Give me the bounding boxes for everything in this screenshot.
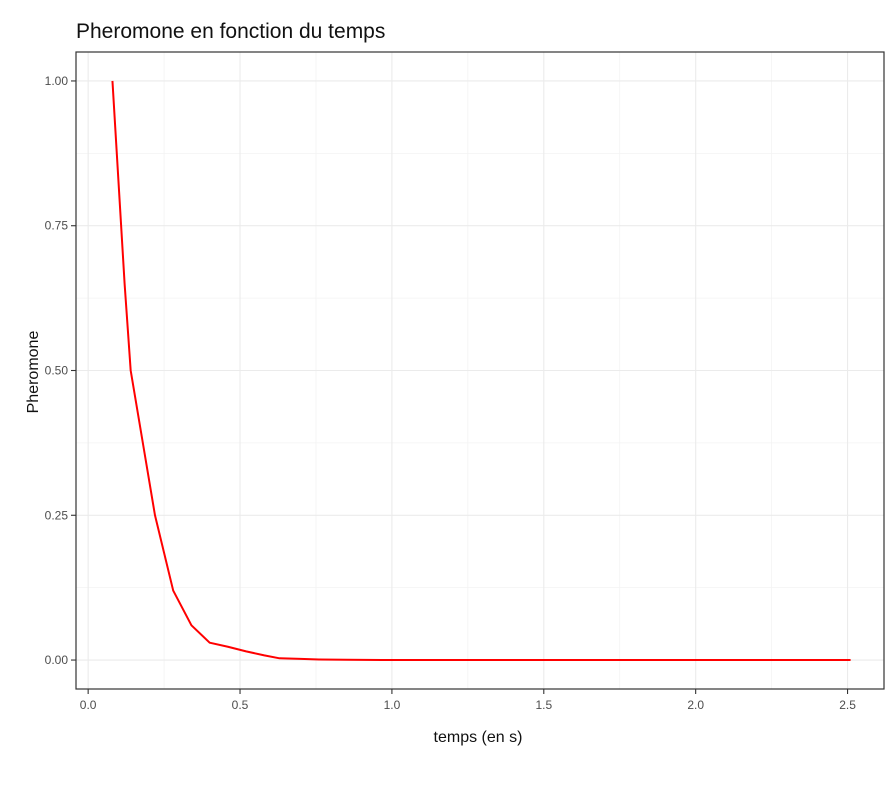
y-tick-label: 0.50 [45, 364, 69, 378]
labels: 0.0 0.5 1.0 1.5 2.0 2.5 0.00 0.25 0.50 0.75 1.00 [45, 74, 857, 712]
series-layer [111, 80, 851, 662]
series-line-0 [111, 80, 851, 662]
x-tick-label: 0.0 [80, 698, 97, 712]
y-tick-label: 1.00 [45, 74, 69, 88]
x-tick-label: 1.5 [535, 698, 552, 712]
y-tick-label: 0.75 [45, 219, 69, 233]
axes [71, 51, 885, 694]
y-axis-label: Pheromone [25, 331, 42, 414]
x-tick-label: 0.5 [232, 698, 249, 712]
grid [76, 52, 884, 689]
x-tick-label: 2.5 [839, 698, 856, 712]
y-tick-label: 0.00 [45, 653, 69, 667]
x-tick-label: 1.0 [384, 698, 401, 712]
x-tick-label: 2.0 [687, 698, 704, 712]
chart-title: Pheromone en fonction du temps [76, 20, 385, 43]
y-tick-label: 0.25 [45, 508, 69, 522]
x-axis-label: temps (en s) [434, 729, 523, 746]
